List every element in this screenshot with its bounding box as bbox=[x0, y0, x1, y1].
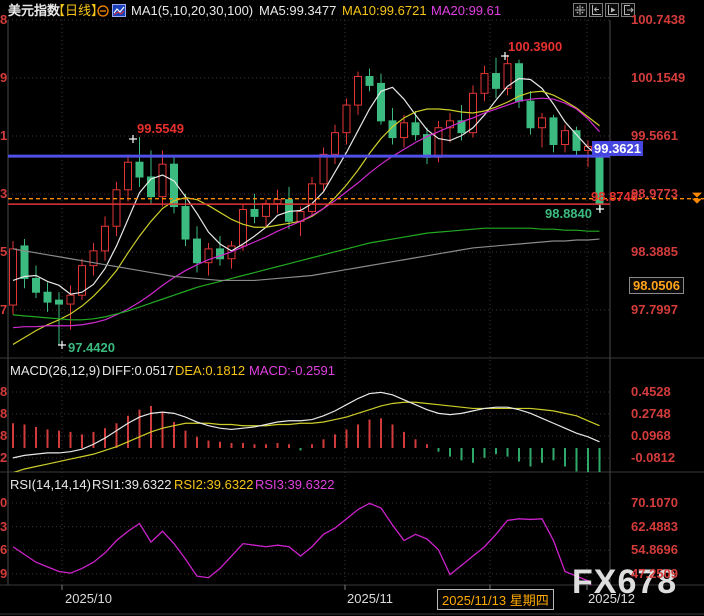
period-label: 【日线】 bbox=[52, 3, 105, 18]
macd-axis-left-digit-1: 8 bbox=[0, 406, 8, 421]
collapse-minus-icon[interactable] bbox=[97, 4, 109, 22]
pan-crosshair-button[interactable] bbox=[573, 3, 587, 17]
ma5-value: MA5:99.3477 bbox=[259, 3, 337, 18]
chart-toolbar bbox=[573, 3, 635, 17]
scale-left-button[interactable] bbox=[589, 3, 603, 17]
macd-axis-label-3: -0.0812 bbox=[631, 450, 676, 465]
swing-high-label: 99.5549 bbox=[137, 121, 184, 136]
macd-dea-value: DEA:0.1812 bbox=[175, 363, 246, 378]
macd-axis-left-digit-0: 8 bbox=[0, 384, 8, 399]
rsi2-value: RSI2:39.6322 bbox=[174, 477, 254, 492]
xaxis-label-selected-date[interactable]: 2025/11/13 星期四 bbox=[437, 589, 554, 610]
price-axis-left-digit-0: 8 bbox=[0, 12, 8, 27]
macd-axis-left-digit-2: 8 bbox=[0, 428, 8, 443]
rsi-axis-left-digit-3: 9 bbox=[0, 565, 8, 581]
price-axis-label-special: 98.0506 bbox=[629, 277, 684, 295]
price-axis-label-1: 100.1549 bbox=[631, 70, 686, 85]
price-axis-label-3: 98.9773 bbox=[631, 186, 678, 201]
macd-axis-label-1: 0.2748 bbox=[631, 406, 671, 421]
price-axis-label-4: 98.3885 bbox=[631, 243, 678, 259]
xaxis-label-nov: 2025/11 bbox=[347, 591, 394, 606]
close-low-label: 98.8840 bbox=[545, 206, 592, 221]
chart-settings-icon[interactable] bbox=[112, 4, 126, 22]
rsi-axis-left-digit-0: 0 bbox=[0, 495, 8, 510]
macd-axis-label-2: 0.0968 bbox=[631, 428, 671, 443]
ma10-value: MA10:99.6721 bbox=[342, 3, 427, 18]
price-axis-left-digit-4: 5 bbox=[0, 243, 8, 259]
price-axis-label-2: 99.5661 bbox=[631, 128, 678, 143]
rsi-axis-left-digit-2: 6 bbox=[0, 542, 8, 558]
price-axis-left-digit-1: 9 bbox=[0, 70, 8, 85]
ma20-value: MA20:99.61 bbox=[431, 3, 502, 18]
high-label: 100.3900 bbox=[508, 39, 563, 54]
macd-value: MACD:-0.2591 bbox=[249, 363, 335, 378]
rsi-axis-left-digit-1: 3 bbox=[0, 518, 8, 534]
price-axis-label-0: 100.7438 bbox=[631, 12, 686, 27]
exit-right-button[interactable] bbox=[621, 3, 635, 17]
blue-level-label[interactable]: 99.3621 bbox=[592, 141, 643, 156]
xaxis-label-oct: 2025/10 bbox=[65, 591, 112, 606]
price-axis-left-digit-3: 3 bbox=[0, 186, 8, 201]
macd-title: MACD(26,12,9) bbox=[10, 363, 101, 378]
scale-play-button[interactable] bbox=[605, 3, 619, 17]
price-axis-left-digit-2: 1 bbox=[0, 128, 8, 143]
price-axis-label-5: 97.7997 bbox=[631, 301, 678, 317]
macd-axis-label-0: 0.4528 bbox=[631, 384, 671, 399]
ma-settings-label: MA1(5,10,20,30,100) bbox=[131, 3, 254, 18]
price-axis-left-digit-5: 7 bbox=[0, 301, 8, 317]
fx678-watermark: FX678 bbox=[572, 563, 678, 601]
rsi-axis-label-0: 70.1070 bbox=[631, 495, 678, 510]
rsi3-value: RSI3:39.6322 bbox=[255, 477, 335, 492]
last-price-label: 98.8746 bbox=[591, 189, 638, 204]
macd-axis-left-digit-3: 2 bbox=[0, 450, 8, 465]
symbol-title: 美元指数 bbox=[8, 3, 61, 18]
low-label: 97.4420 bbox=[68, 340, 115, 355]
rsi-axis-label-3: 47.2509 bbox=[631, 565, 678, 581]
rsi-title: RSI(14,14,14) bbox=[10, 477, 91, 492]
xaxis-label-dec: 2025/12 bbox=[588, 591, 635, 606]
rsi1-value: RSI1:39.6322 bbox=[92, 477, 172, 492]
rsi-axis-label-2: 54.8696 bbox=[631, 542, 678, 558]
macd-diff-value: DIFF:0.0517 bbox=[102, 363, 175, 378]
rsi-axis-label-1: 62.4883 bbox=[631, 518, 678, 534]
